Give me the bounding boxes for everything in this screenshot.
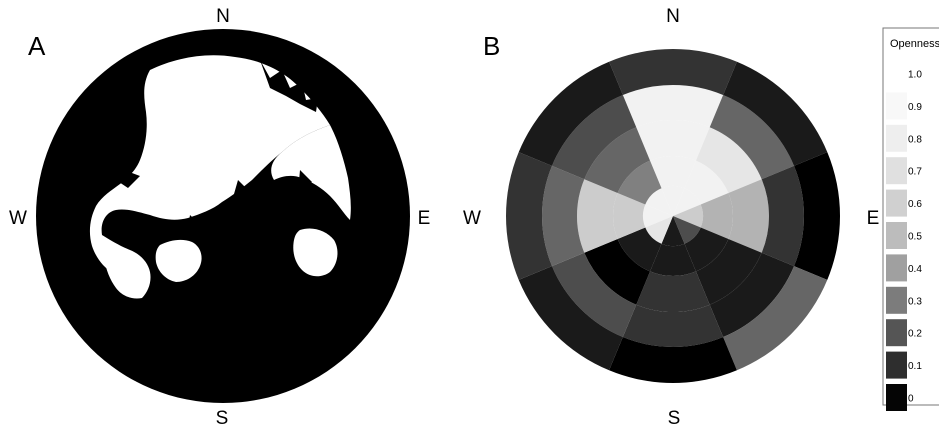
sector-ring2-nw (617, 160, 662, 205)
sector-ring5-ne (723, 61, 828, 166)
panel-a-west-label: W (9, 208, 27, 229)
tree-silhouette-right-fir (298, 170, 336, 226)
sector-ring1-w (643, 204, 673, 228)
sector-ring5-se (723, 266, 828, 371)
legend-swatch-0 (886, 60, 907, 87)
sector-ring3-s (636, 271, 710, 313)
sky-opening-lower-mid (155, 239, 202, 282)
sector-ring4-n (622, 85, 724, 128)
legend-swatch-3 (886, 157, 907, 185)
legend-label-0: 1.0 (908, 70, 922, 81)
legend-swatch-7 (886, 286, 907, 314)
sector-ring1-nw (645, 188, 673, 216)
sector-ring1-s (661, 216, 685, 247)
sector-ring1-e (673, 204, 703, 228)
legend-label-8: 0.2 (908, 329, 922, 340)
openness-legend: Openness 1.0 0.9 0.8 0.7 0.6 0.5 0.4 0.3 0.2 0.1 0 (882, 27, 939, 411)
sector-ring3-n (636, 119, 710, 161)
sector-ring3-w (577, 179, 618, 253)
sector-ring3-nw (584, 127, 651, 194)
sky-opening-lower-right (293, 228, 338, 277)
sector-ring5-s (609, 337, 737, 384)
panel-b-south-label: S (668, 408, 681, 429)
legend-swatch-6 (886, 254, 907, 282)
sector-ring5-nw (518, 61, 623, 166)
sector-ring1-ne (673, 188, 701, 216)
sector-ring4-sw (551, 252, 637, 338)
sector-ring5-n (609, 48, 737, 95)
sector-ring2-n (650, 156, 696, 189)
sky-opening-main (89, 55, 330, 272)
sector-ring3-se (695, 238, 762, 305)
panel-a-north-label: N (216, 6, 230, 27)
sector-ring4-ne (709, 94, 795, 180)
sector-ring5-sw (518, 266, 623, 371)
tree-silhouette-center-right (234, 180, 276, 236)
panel-b-label: B (483, 31, 500, 61)
sector-ring2-w (612, 193, 646, 239)
sector-ring2-sw (617, 227, 662, 272)
tree-silhouette-top-right (260, 60, 318, 112)
sector-ring2-se (684, 227, 729, 272)
legend-label-2: 0.8 (908, 134, 922, 145)
legend-swatch-10 (886, 384, 907, 411)
legend-items: 1.0 0.9 0.8 0.7 0.6 0.5 0.4 0.3 0.2 0.1 0 (886, 60, 922, 411)
tree-silhouette-center-low (188, 215, 240, 246)
legend-title: Openness (890, 38, 939, 50)
panel-b-east-label: E (867, 208, 880, 229)
legend-swatch-8 (886, 319, 907, 347)
sector-ring1-sw (645, 216, 673, 244)
legend-label-6: 0.4 (908, 264, 922, 275)
sector-ring3-e (728, 179, 769, 253)
openness-polar-grid (505, 48, 840, 384)
sky-opening-lower-left (101, 235, 151, 299)
legend-label-10: 0 (908, 394, 914, 405)
sector-ring3-ne (695, 127, 762, 194)
sector-ring3-sw (584, 238, 651, 305)
legend-label-1: 0.9 (908, 102, 922, 113)
legend-label-5: 0.5 (908, 232, 922, 243)
sector-ring4-nw (551, 94, 637, 180)
sector-ring1-n (661, 186, 685, 216)
legend-swatch-9 (886, 351, 907, 379)
sector-ring4-e (761, 165, 804, 267)
legend-label-9: 0.1 (908, 361, 922, 372)
tree-silhouette-left (104, 90, 140, 188)
panel-a-label: A (28, 31, 46, 61)
legend-label-7: 0.3 (908, 296, 922, 307)
legend-swatch-4 (886, 189, 907, 217)
sector-ring4-w (542, 165, 585, 267)
panel-a-south-label: S (216, 408, 229, 429)
sector-ring4-s (622, 304, 724, 347)
panel-b-north-label: N (666, 6, 680, 27)
legend-swatch-1 (886, 92, 907, 120)
sector-ring2-s (650, 243, 696, 276)
panel-a-east-label: E (418, 208, 431, 229)
sector-ring1-se (673, 216, 701, 244)
fisheye-canopy-photo (36, 29, 410, 403)
legend-label-3: 0.7 (908, 167, 922, 178)
legend-label-4: 0.6 (908, 199, 922, 210)
sector-ring2-ne (684, 160, 729, 205)
panel-b-west-label: W (463, 208, 481, 229)
sector-ring5-w (505, 152, 552, 280)
sector-ring4-se (709, 252, 795, 338)
sector-ring5-e (794, 152, 840, 280)
sector-ring2-e (700, 193, 734, 239)
legend-swatch-5 (886, 222, 907, 249)
panel-a: A N E S W (9, 6, 430, 429)
legend-swatch-2 (886, 124, 907, 152)
panel-b: B N E S W (463, 6, 879, 429)
sky-opening-right (271, 125, 351, 220)
